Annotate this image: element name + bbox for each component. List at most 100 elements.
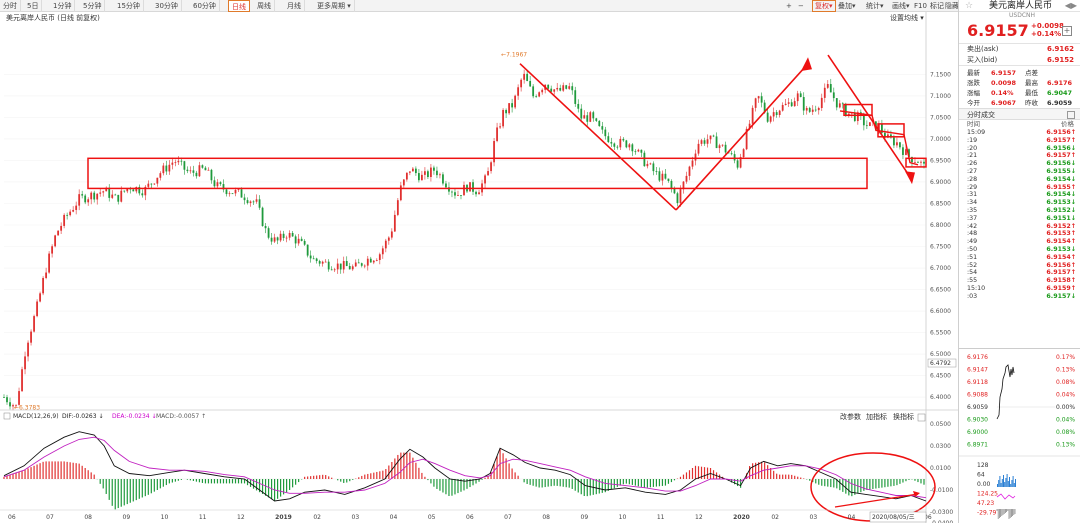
instrument-code: USDCNH (1009, 12, 1036, 19)
period-tab-5[interactable]: 30分钟 (152, 0, 182, 12)
candle-body (451, 191, 453, 193)
toolbar-btn-5[interactable]: 画线▾ (892, 2, 910, 10)
candle-body (159, 173, 162, 178)
candle-body (592, 112, 595, 119)
period-toolbar: 分时 5日 1分钟 5分钟 15分钟 30分钟 60分钟 日线 周线 月线 更多周期 ▾ + − 复权▾ 叠… (0, 0, 959, 12)
candle-body (414, 168, 417, 174)
period-tab-3[interactable]: 5分钟 (80, 0, 106, 12)
period-tab-9[interactable]: 月线 (284, 0, 305, 12)
candle-body (165, 165, 168, 172)
toolbar-btn-1[interactable]: − (798, 2, 804, 10)
tick-time: :49 (967, 238, 978, 246)
mini-bottom-3: 124.25 (977, 491, 998, 498)
period-tab-7[interactable]: 日线 (228, 0, 250, 12)
x-tick-21: 03 (810, 514, 818, 521)
candle-body (604, 129, 607, 137)
candle-body (345, 261, 348, 267)
candle-body (192, 170, 195, 173)
tick-price: 6.9152↓ (1046, 206, 1076, 214)
candle-body (309, 255, 312, 259)
candle-body (30, 331, 32, 343)
tick-row: :51 6.9154↑ (959, 254, 1080, 262)
arrow-head-down (905, 171, 915, 185)
candle-body (685, 175, 688, 182)
tick-price: 6.9156↑ (1046, 261, 1076, 269)
stat-cell: 昨收 (1025, 99, 1038, 107)
mini-bottom-2: 0.00 (977, 481, 991, 488)
bid-label: 买入(bid) (967, 56, 998, 64)
candle-body (568, 86, 571, 89)
stat-cell: 点差 (1025, 69, 1038, 77)
expand-icon[interactable] (1067, 111, 1075, 119)
ticks-list[interactable]: 15:09 6.9156↑:19 6.9157↑:20 6.9156↓:21 6.915… (959, 129, 1080, 301)
stat-cell: 今开 (967, 99, 980, 107)
add-watchlist-button[interactable]: + (1062, 26, 1072, 36)
candle-body (141, 193, 144, 196)
candle-body (276, 237, 279, 241)
y-tick-1: 7.1000 (930, 93, 951, 100)
intraday-mini-chart[interactable]: 6.9176 6.9147 6.9118 6.9088 6.9059 6.9030 6.90… (959, 348, 1080, 523)
candle-body (123, 190, 126, 192)
candle-body (745, 128, 748, 150)
candle-body (667, 178, 670, 181)
period-tab-8[interactable]: 周线 (254, 0, 275, 12)
candle-body (646, 163, 649, 167)
toolbar-btn-3[interactable]: 叠加▾ (838, 2, 856, 10)
tick-time: :51 (967, 253, 978, 261)
tick-price: 6.9151↓ (1046, 214, 1076, 222)
period-tab-10[interactable]: 更多周期 ▾ (314, 0, 355, 12)
candle-body (505, 109, 507, 114)
tick-time: :21 (967, 152, 978, 160)
step-arrow (839, 110, 919, 166)
candle-body (180, 160, 183, 162)
tick-time: :54 (967, 269, 978, 277)
candle-body (330, 269, 333, 271)
period-tab-0[interactable]: 分时 (0, 0, 21, 12)
stat-cell: 6.9067 (991, 99, 1017, 107)
candle-body (96, 193, 99, 200)
chart-area[interactable]: 美元离岸人民币 (日线 前复权) 设置均线 ▾ 7.1500 7.1000 7.0500… (0, 12, 958, 527)
candle-body (865, 125, 868, 127)
period-tab-2[interactable]: 1分钟 (50, 0, 76, 12)
candle-body (748, 123, 751, 129)
candle-body (908, 149, 910, 157)
candle-body (634, 151, 637, 153)
x-tick-16: 10 (619, 514, 627, 521)
tick-price: 6.9158↑ (1046, 277, 1076, 285)
candle-body (60, 225, 63, 231)
candle-body (887, 134, 889, 138)
candle-body (9, 402, 11, 407)
x-tick-8: 02 (313, 514, 321, 521)
period-tab-6[interactable]: 60分钟 (190, 0, 220, 12)
candle-body (387, 237, 390, 241)
nav-arrows-icon[interactable]: ◀▶ (1064, 1, 1077, 10)
candle-body (637, 149, 640, 152)
candle-body (168, 164, 171, 172)
period-tab-4[interactable]: 15分钟 (114, 0, 144, 12)
toolbar-btn-4[interactable]: 统计▾ (866, 2, 884, 10)
kline-svg[interactable]: 美元离岸人民币 (日线 前复权) 设置均线 ▾ 7.1500 7.1000 7.0500… (0, 12, 958, 527)
candle-body (132, 189, 135, 192)
toolbar-btn-2[interactable]: 复权▾ (812, 0, 836, 12)
candle-body (225, 189, 228, 195)
candle-body (261, 207, 264, 227)
mini-right-1: 0.13% (1056, 367, 1075, 374)
price-annotation-0: ←6.3783 (14, 404, 40, 411)
candle-body (881, 124, 883, 133)
toolbar-btn-7[interactable]: 标记 (930, 2, 944, 10)
candle-body (517, 87, 520, 96)
toolbar-btn-6[interactable]: F10 (914, 2, 927, 10)
mini-right-2: 0.08% (1056, 379, 1075, 386)
last-price: 6.9157 (967, 21, 1029, 40)
period-tab-1[interactable]: 5日 (24, 0, 43, 12)
x-tick-14: 08 (542, 514, 550, 521)
ma-settings-button: 设置均线 ▾ (890, 13, 924, 22)
toolbar-btn-8[interactable]: 隐藏 (945, 2, 959, 10)
candle-body (893, 137, 895, 146)
toolbar-btn-0[interactable]: + (786, 2, 792, 10)
mini-volume-bar (1012, 476, 1014, 487)
star-icon[interactable]: ☆ (965, 1, 974, 11)
tick-row: 15:10 6.9159↑ (959, 285, 1080, 293)
candle-body (399, 185, 402, 201)
macd-name: MACD(12,26,9) (13, 413, 59, 420)
